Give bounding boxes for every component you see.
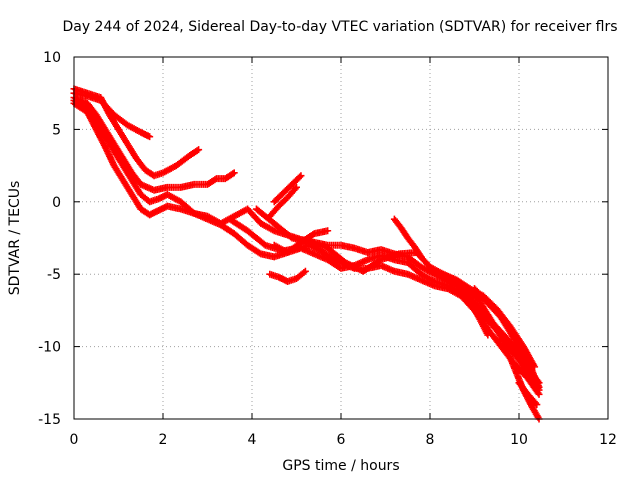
series-track-11 (266, 267, 309, 285)
data-point-marker (532, 399, 540, 407)
data-point-marker (230, 169, 238, 177)
x-tick-label: 6 (337, 432, 346, 448)
data-point-marker (291, 185, 299, 193)
data-point-marker (297, 172, 305, 180)
x-tick-label: 2 (159, 432, 168, 448)
series-track-13 (466, 296, 492, 339)
chart-title: Day 244 of 2024, Sidereal Day-to-day VTE… (62, 19, 617, 35)
x-tick-label: 0 (70, 432, 79, 448)
y-tick-label: -15 (38, 412, 61, 428)
data-point-marker (417, 253, 425, 261)
series-track-9 (270, 172, 305, 206)
axis-ticks: 0 2 4 6 8 10 12 -15 -10 -5 0 5 10 (38, 50, 617, 448)
data-point-marker (146, 133, 154, 141)
data-point-marker (535, 383, 543, 391)
y-axis-label: SDTVAR / TECUs (7, 181, 23, 296)
data-point-marker (309, 231, 317, 239)
y-tick-label: 10 (43, 50, 61, 66)
x-tick-label: 8 (426, 432, 435, 448)
data-point-marker (211, 176, 219, 184)
y-tick-label: -5 (47, 267, 61, 283)
x-tick-label: 4 (248, 432, 257, 448)
data-point-marker (229, 170, 237, 178)
data-point-marker (296, 173, 304, 181)
data-point-marker (535, 390, 543, 398)
x-axis-label: GPS time / hours (282, 458, 399, 474)
data-point-marker (293, 183, 300, 191)
y-tick-label: 0 (52, 195, 61, 211)
data-point-marker (193, 147, 201, 155)
data-point-marker (484, 331, 492, 339)
series-track-16 (515, 379, 541, 409)
series-track-15 (471, 285, 543, 391)
x-tick-label: 12 (599, 432, 617, 448)
data-point-marker (416, 251, 424, 259)
series-track-12 (390, 215, 425, 261)
series-track-2 (70, 85, 203, 180)
data-point-marker (300, 269, 308, 277)
data-point-marker (195, 146, 203, 154)
y-tick-label: 5 (52, 122, 61, 138)
data-point-marker (533, 401, 541, 409)
plot-area (70, 85, 543, 423)
x-tick-label: 10 (510, 432, 528, 448)
series-track-10 (266, 183, 300, 220)
series-track-8 (270, 227, 332, 256)
data-point-marker (534, 389, 542, 397)
data-point-marker (301, 267, 309, 275)
data-point-marker (324, 227, 332, 235)
data-point-marker (255, 249, 263, 257)
y-tick-label: -10 (38, 340, 61, 356)
